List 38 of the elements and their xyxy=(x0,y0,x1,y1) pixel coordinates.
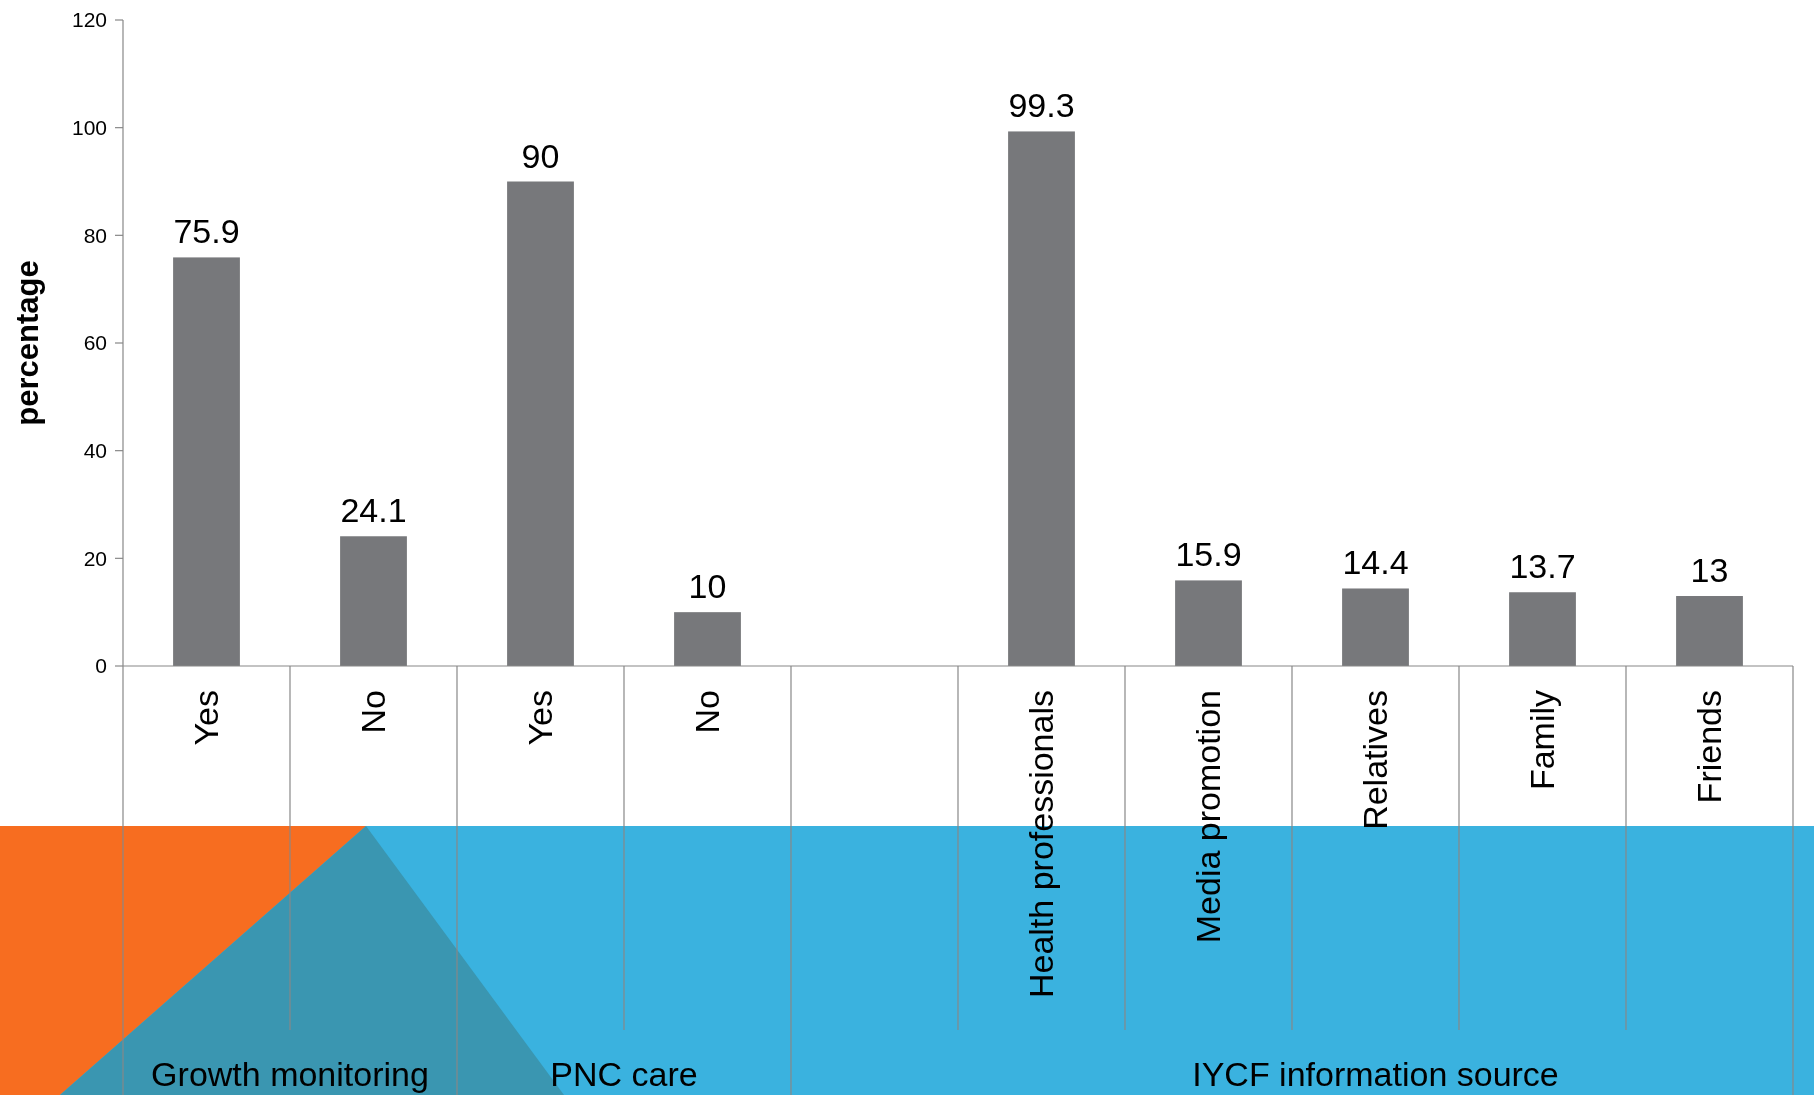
x-tick-label: Yes xyxy=(521,690,560,746)
bar xyxy=(1008,131,1075,666)
text: IYCF information source xyxy=(1192,1055,1559,1093)
bar xyxy=(1342,588,1409,666)
y-axis-title: percentage xyxy=(10,260,45,426)
bar xyxy=(507,181,574,666)
bar xyxy=(173,257,240,666)
bar xyxy=(340,536,407,666)
bar xyxy=(1676,596,1743,666)
y-tick-label: 80 xyxy=(83,223,107,247)
y-tick-label: 120 xyxy=(71,8,107,32)
x-tick-label: Family xyxy=(1523,690,1562,791)
x-tick-label: Health professionals xyxy=(1022,690,1061,999)
data-label: 90 xyxy=(521,136,560,175)
data-label: 10 xyxy=(688,567,727,606)
x-tick-label: Yes xyxy=(187,690,226,746)
data-label: 13 xyxy=(1690,551,1729,590)
y-tick-label: 100 xyxy=(71,116,107,140)
x-tick-label: No xyxy=(688,690,727,734)
x-tick-label: Media promotion xyxy=(1189,690,1228,944)
x-tick-label: No xyxy=(354,690,393,734)
bar xyxy=(1175,580,1242,666)
data-label: 14.4 xyxy=(1342,543,1409,582)
text: PNC care xyxy=(550,1055,698,1093)
text: Growth monitoring xyxy=(151,1055,429,1093)
data-label: 75.9 xyxy=(173,212,240,251)
x-tick-label: Relatives xyxy=(1356,690,1395,830)
x-tick-label: Friends xyxy=(1690,690,1729,804)
data-label: 13.7 xyxy=(1509,547,1576,586)
data-label: 24.1 xyxy=(340,491,407,530)
y-tick-label: 60 xyxy=(83,331,107,355)
data-label: 15.9 xyxy=(1175,535,1242,574)
y-tick-label: 40 xyxy=(83,439,107,463)
bar xyxy=(674,612,741,666)
y-tick-label: 0 xyxy=(95,654,107,678)
data-label: 99.3 xyxy=(1008,86,1075,125)
bar xyxy=(1509,592,1576,666)
y-tick-label: 20 xyxy=(83,546,107,570)
